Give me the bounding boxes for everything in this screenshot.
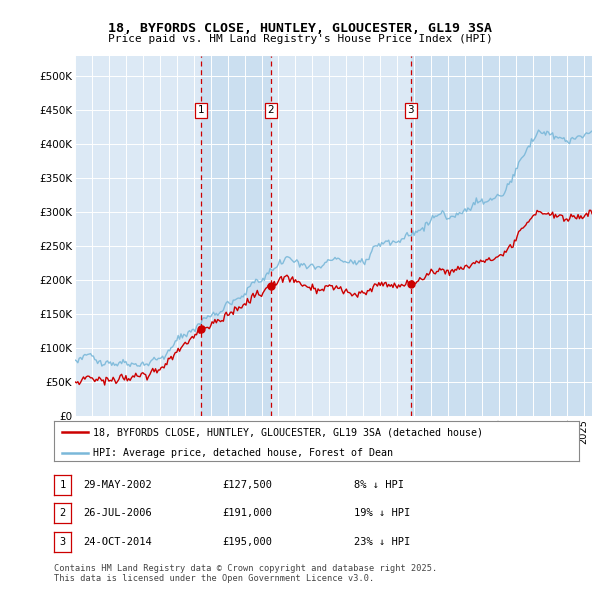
Text: £195,000: £195,000 bbox=[222, 537, 272, 546]
Text: 3: 3 bbox=[59, 537, 65, 546]
Text: £127,500: £127,500 bbox=[222, 480, 272, 490]
Text: Contains HM Land Registry data © Crown copyright and database right 2025.
This d: Contains HM Land Registry data © Crown c… bbox=[54, 563, 437, 583]
Text: 3: 3 bbox=[407, 106, 414, 116]
Text: HPI: Average price, detached house, Forest of Dean: HPI: Average price, detached house, Fore… bbox=[94, 448, 394, 458]
Text: 19% ↓ HPI: 19% ↓ HPI bbox=[354, 509, 410, 518]
Text: Price paid vs. HM Land Registry's House Price Index (HPI): Price paid vs. HM Land Registry's House … bbox=[107, 34, 493, 44]
Text: 18, BYFORDS CLOSE, HUNTLEY, GLOUCESTER, GL19 3SA: 18, BYFORDS CLOSE, HUNTLEY, GLOUCESTER, … bbox=[108, 22, 492, 35]
Text: 23% ↓ HPI: 23% ↓ HPI bbox=[354, 537, 410, 546]
Text: 1: 1 bbox=[59, 480, 65, 490]
Bar bbox=[200, 56, 271, 416]
Text: 29-MAY-2002: 29-MAY-2002 bbox=[83, 480, 152, 490]
Text: £191,000: £191,000 bbox=[222, 509, 272, 518]
Bar bbox=[271, 56, 411, 416]
Text: 2: 2 bbox=[268, 106, 274, 116]
Text: 1: 1 bbox=[197, 106, 204, 116]
Text: 8% ↓ HPI: 8% ↓ HPI bbox=[354, 480, 404, 490]
Text: 18, BYFORDS CLOSE, HUNTLEY, GLOUCESTER, GL19 3SA (detached house): 18, BYFORDS CLOSE, HUNTLEY, GLOUCESTER, … bbox=[94, 428, 484, 438]
Text: 24-OCT-2014: 24-OCT-2014 bbox=[83, 537, 152, 546]
Bar bbox=[411, 56, 592, 416]
Text: 2: 2 bbox=[59, 509, 65, 518]
Text: 26-JUL-2006: 26-JUL-2006 bbox=[83, 509, 152, 518]
